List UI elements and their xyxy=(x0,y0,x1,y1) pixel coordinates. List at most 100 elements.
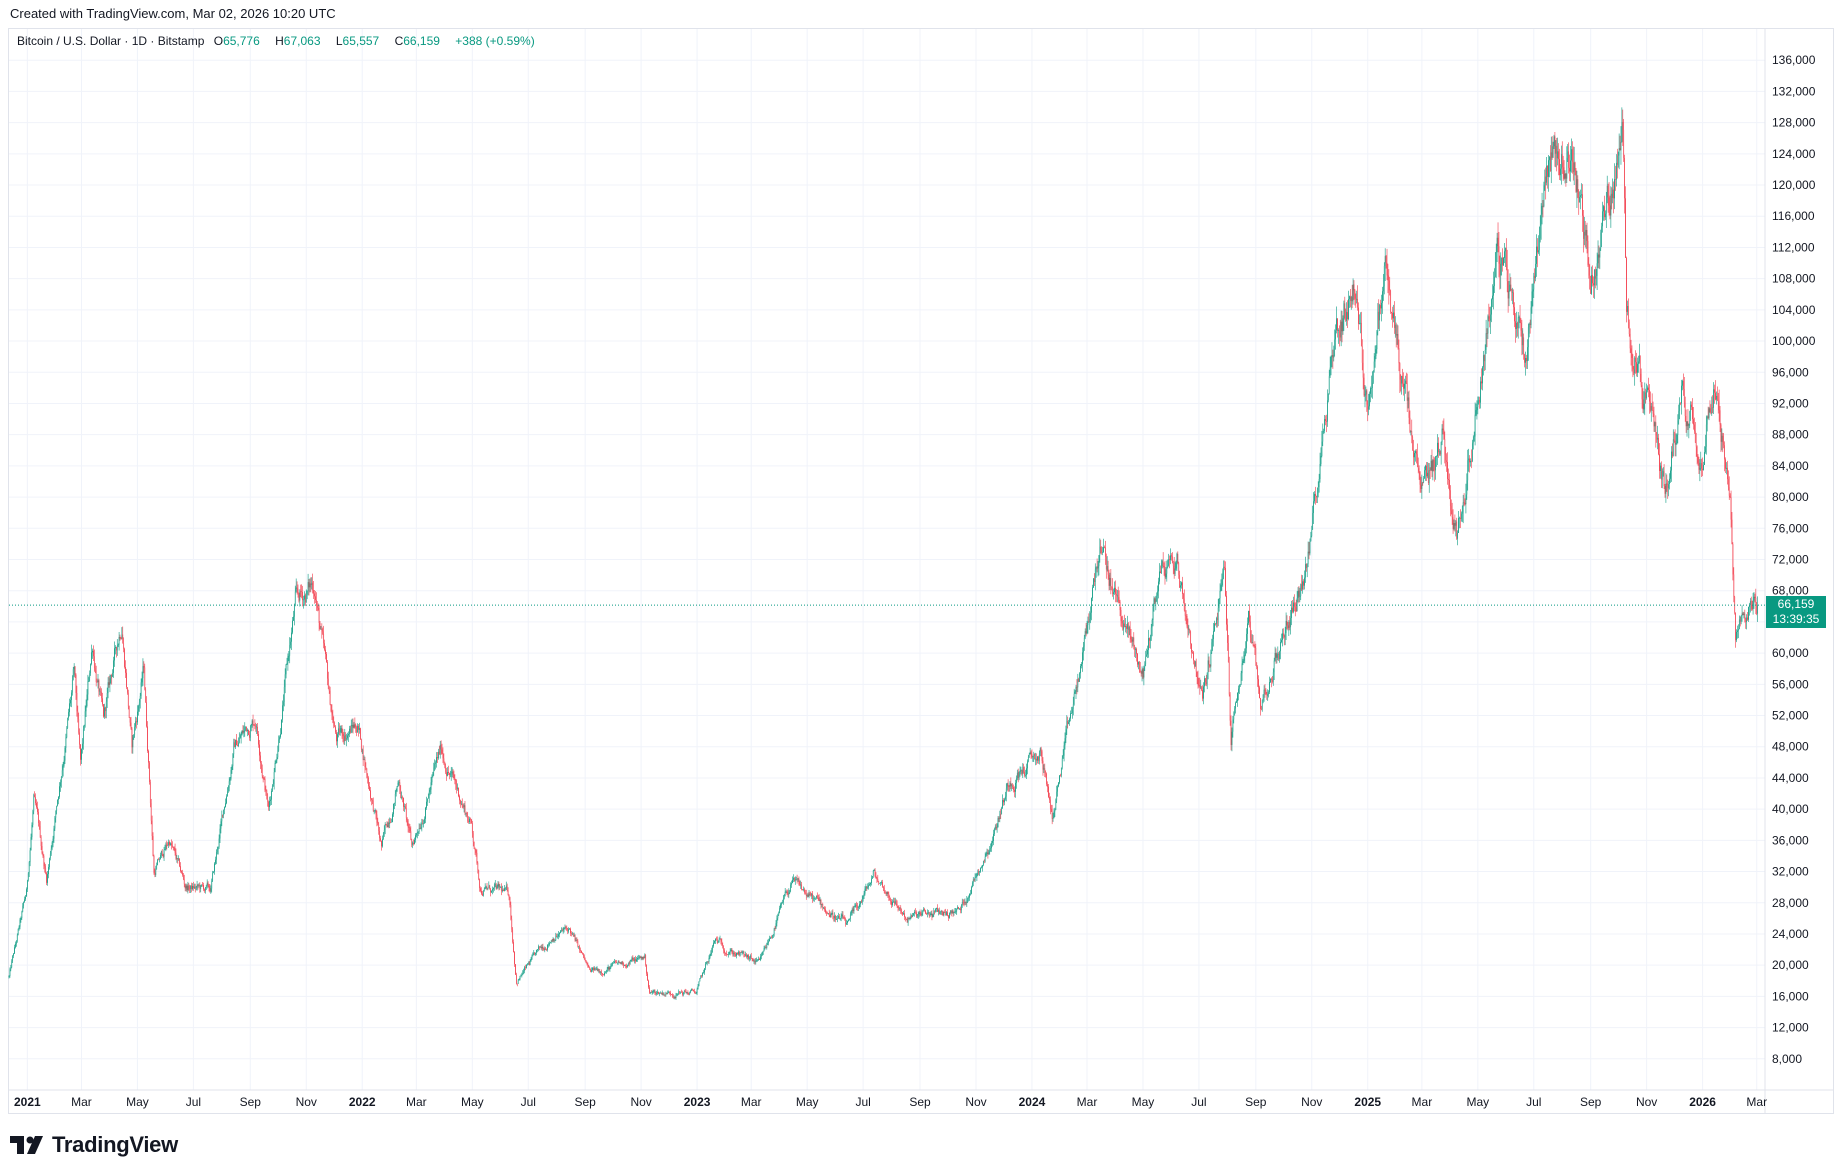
candle-body xyxy=(208,885,210,888)
candle-body xyxy=(27,873,29,881)
candle-body xyxy=(30,837,32,851)
candle-body xyxy=(1601,226,1603,233)
candle-body xyxy=(470,818,471,820)
candle-body xyxy=(1732,544,1734,575)
close-label: C xyxy=(394,34,404,48)
open-label: O xyxy=(213,34,224,48)
candle-body xyxy=(1302,581,1303,590)
candle-body xyxy=(266,790,268,799)
candle-body xyxy=(1421,482,1423,490)
candle-body xyxy=(578,946,580,947)
candle-body xyxy=(101,692,103,699)
candle-body xyxy=(1356,298,1358,300)
candle-body xyxy=(902,912,903,915)
candle-body xyxy=(149,762,150,783)
candle-body xyxy=(1234,708,1236,716)
candle-body xyxy=(1752,600,1754,610)
candle-body xyxy=(199,885,201,889)
candle-body xyxy=(1125,626,1126,627)
candle-body xyxy=(1479,400,1481,403)
candle-body xyxy=(169,841,170,845)
candle-body xyxy=(1494,266,1496,277)
candle-body xyxy=(1651,406,1653,411)
candle-body xyxy=(1540,214,1542,226)
candle-body xyxy=(820,899,822,905)
candle-body xyxy=(1008,786,1010,787)
candle-body xyxy=(1494,276,1495,287)
candle-body xyxy=(1145,656,1147,665)
candle-body xyxy=(1656,435,1658,440)
candle-body xyxy=(1464,502,1466,505)
candle-body xyxy=(1115,587,1116,594)
candle-body xyxy=(1403,383,1404,389)
candle-body xyxy=(1411,431,1413,438)
candle-body xyxy=(1164,569,1166,578)
candle-body xyxy=(1003,800,1004,803)
candle-body xyxy=(1723,442,1725,446)
candle-body xyxy=(1646,390,1647,399)
candle-body xyxy=(750,955,752,959)
candle-body xyxy=(1508,290,1510,299)
candle-body xyxy=(150,803,152,821)
candle-body xyxy=(1311,529,1313,536)
candle-body xyxy=(327,678,329,689)
candle-body xyxy=(151,820,153,837)
candle-body xyxy=(712,946,714,950)
candle-body xyxy=(1460,514,1462,519)
candle-body xyxy=(1221,578,1223,586)
candle-body xyxy=(1510,284,1512,290)
candle-body xyxy=(868,885,870,888)
candle-body xyxy=(25,896,26,900)
candle-body xyxy=(752,958,754,961)
candle-body xyxy=(813,898,814,900)
candle-body xyxy=(1148,638,1149,650)
candle-body xyxy=(664,994,666,996)
candle-body xyxy=(496,886,498,889)
candle-body xyxy=(593,968,595,971)
candle-body xyxy=(518,979,520,981)
candle-body xyxy=(229,778,231,782)
candle-body xyxy=(1518,317,1520,318)
candle-body xyxy=(571,933,572,934)
candle-body xyxy=(1370,388,1371,394)
candle-body xyxy=(1639,355,1641,374)
candle-body xyxy=(1489,318,1491,321)
candle-body xyxy=(1290,618,1292,628)
candle-body xyxy=(844,918,846,921)
candle-body xyxy=(884,892,886,894)
candle-body xyxy=(1564,173,1566,179)
candle-body xyxy=(1133,637,1135,646)
candle-body xyxy=(819,899,821,901)
symbol-title[interactable]: Bitcoin / U.S. Dollar · 1D · Bitstamp xyxy=(17,34,205,48)
candle-body xyxy=(1085,631,1087,634)
candle-body xyxy=(126,672,127,688)
candle-body xyxy=(643,956,645,959)
candle-body xyxy=(536,950,537,953)
candle-body xyxy=(1360,322,1361,324)
candle-body xyxy=(1640,373,1642,386)
candle-body xyxy=(1611,193,1613,198)
candle-body xyxy=(519,975,521,980)
tradingview-logo-icon xyxy=(10,1136,43,1154)
candle-body xyxy=(1447,461,1448,479)
x-tick-label: Jul xyxy=(521,1095,536,1109)
candle-body xyxy=(569,928,570,930)
tradingview-logo[interactable]: TradingView xyxy=(10,1132,178,1158)
candle-body xyxy=(179,858,180,867)
candle-body xyxy=(58,796,59,800)
candle-body xyxy=(1587,240,1589,265)
candle-body xyxy=(950,911,952,914)
candle-body xyxy=(1682,380,1683,386)
y-tick-label: 128,000 xyxy=(1772,116,1816,130)
candle-body xyxy=(1042,760,1044,770)
candle-body xyxy=(127,687,128,693)
candle-body xyxy=(460,800,461,804)
candle-body xyxy=(1679,402,1681,411)
candle-body xyxy=(804,889,805,893)
candle-body xyxy=(413,842,414,845)
candle-body xyxy=(1149,639,1151,641)
candle-body xyxy=(996,827,998,829)
candle-body xyxy=(113,660,114,673)
candle-body xyxy=(95,670,97,682)
